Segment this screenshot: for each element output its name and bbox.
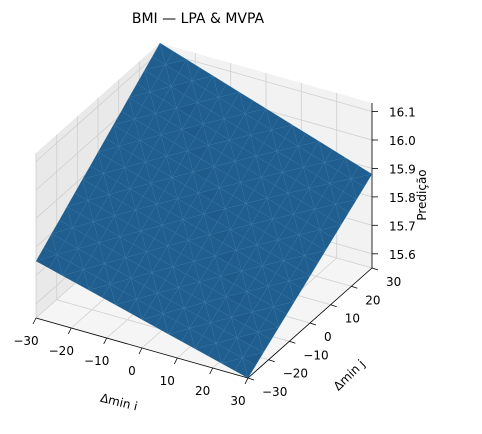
y-tick-label: −30 — [262, 385, 287, 399]
y-tick-mark — [247, 377, 255, 381]
y-tick-label: −20 — [283, 367, 308, 381]
y-tick-label: 20 — [365, 293, 380, 307]
back-grid-z — [159, 51, 373, 112]
x-tick-label: −20 — [49, 344, 74, 358]
surface-facet — [257, 332, 272, 353]
x-tick-mark — [209, 367, 214, 375]
x-tick-label: 10 — [160, 374, 175, 388]
y-tick-mark — [289, 340, 296, 344]
x-tick-mark — [173, 357, 178, 365]
x-tick-label: −30 — [13, 334, 38, 348]
surface-facet — [242, 357, 256, 379]
surface-facet — [304, 255, 318, 277]
x-tick-mark — [103, 337, 108, 345]
x-axis-label: Δmin i — [99, 391, 139, 414]
chart-title: BMI — LPA & MVPA — [132, 11, 265, 27]
surface-facet — [335, 204, 349, 226]
x-tick-mark — [244, 377, 249, 385]
x-tick-mark — [32, 317, 37, 325]
x-tick-label: 30 — [230, 394, 245, 408]
surface-facet — [288, 280, 303, 302]
z-tick-label: 16.1 — [389, 106, 416, 120]
x-tick-mark — [67, 327, 72, 335]
y-tick-label: −10 — [303, 348, 328, 362]
z-tick-label: 15.9 — [389, 162, 416, 176]
left-grid-z — [35, 51, 161, 162]
z-tick-label: 16.0 — [389, 134, 416, 148]
y-tick-label: 10 — [345, 312, 360, 326]
z-tick-label: 15.7 — [389, 219, 416, 233]
y-tick-mark — [309, 322, 317, 326]
z-axis-label: Predição — [415, 169, 429, 220]
x-tick-label: −10 — [84, 354, 109, 368]
y-tick-mark — [268, 359, 275, 363]
x-tick-mark — [138, 347, 143, 355]
surface-facet — [350, 178, 365, 200]
z-tick-label: 15.6 — [389, 248, 416, 262]
z-tick-label: 15.8 — [389, 191, 416, 205]
y-tick-label: 0 — [324, 330, 332, 344]
y-tick-mark — [351, 285, 358, 289]
y-tick-mark — [330, 304, 337, 308]
x-tick-label: 0 — [128, 364, 136, 378]
x-tick-label: 20 — [195, 384, 210, 398]
tick-labels: −30 −20 −10 0 10 20 30 −30 −20 −10 0 10 20 30 15.6 15.7… — [13, 106, 415, 409]
surface-facet — [319, 229, 334, 251]
y-tick-label: 30 — [386, 275, 401, 289]
y-axis-label: Δmin j — [331, 357, 368, 393]
surface-mesh — [35, 42, 373, 379]
y-tick-mark — [371, 267, 379, 271]
surface-facet — [273, 306, 287, 328]
